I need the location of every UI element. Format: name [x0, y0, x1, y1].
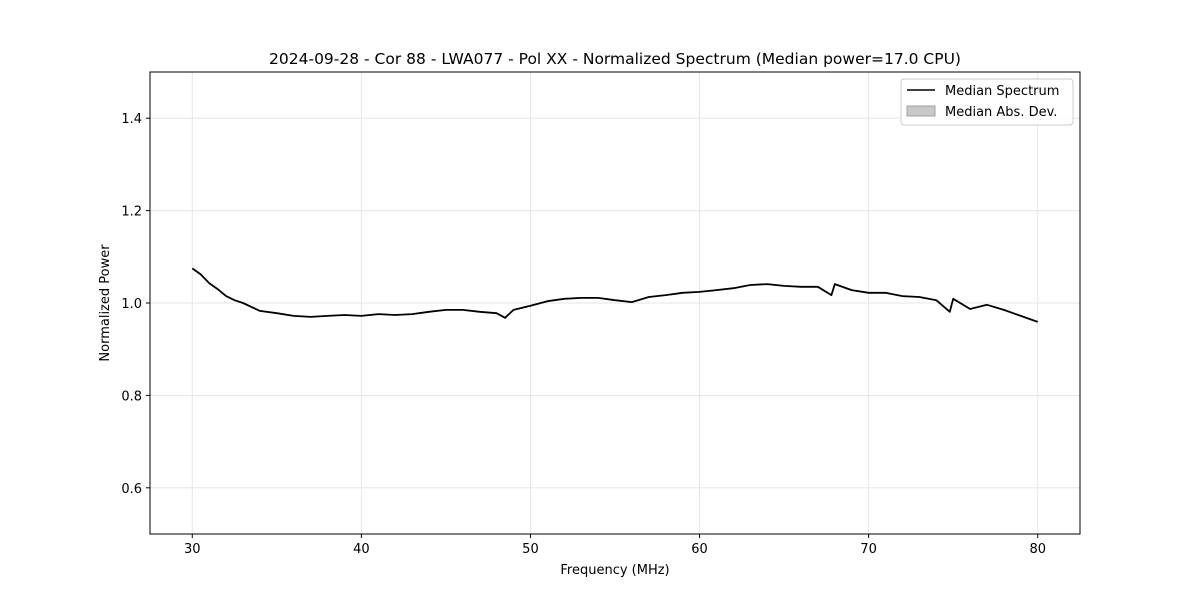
y-axis-label: Normalized Power	[98, 244, 113, 362]
x-tick-label: 80	[1029, 542, 1046, 557]
series-layer	[191, 267, 1039, 323]
x-tick-label: 40	[353, 542, 370, 557]
grid	[150, 72, 1080, 534]
y-tick-label: 0.6	[121, 482, 142, 497]
y-tick-label: 0.8	[121, 389, 142, 404]
x-axis-label: Frequency (MHz)	[560, 563, 669, 578]
median-spectrum-line	[191, 267, 1039, 323]
chart-title: 2024-09-28 - Cor 88 - LWA077 - Pol XX - …	[269, 50, 961, 68]
y-tick-label: 1.4	[121, 112, 142, 127]
legend-label-median-spectrum: Median Spectrum	[945, 84, 1059, 99]
legend-box	[900, 78, 1074, 126]
x-tick-label: 50	[522, 542, 539, 557]
axis-ticks: 30 40 50 60 70 80 0.6 0.8 1.0 1.2 1.4	[121, 112, 1046, 557]
legend-patch-swatch	[906, 105, 936, 117]
y-tick-label: 1.2	[121, 205, 142, 220]
x-tick-label: 60	[691, 542, 708, 557]
x-tick-label: 70	[860, 542, 877, 557]
legend: Median Spectrum Median Abs. Dev.	[900, 78, 1074, 126]
y-tick-label: 1.0	[121, 297, 142, 312]
x-tick-label: 30	[184, 542, 201, 557]
legend-label-median-abs-dev: Median Abs. Dev.	[945, 105, 1057, 120]
